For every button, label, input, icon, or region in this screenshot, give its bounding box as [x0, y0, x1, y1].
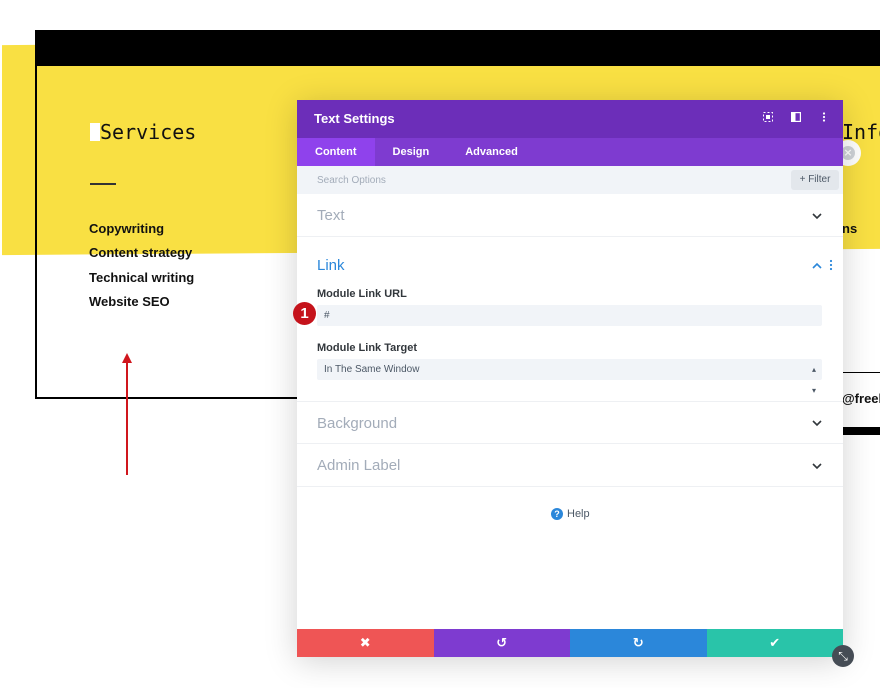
section-title-background: Background: [317, 415, 398, 432]
list-item: Content strategy: [89, 245, 193, 261]
step-badge: 1: [293, 302, 316, 325]
header-icons: [761, 110, 831, 128]
frame-bottom-border: [35, 397, 297, 399]
checkmark-icon: ✔: [769, 635, 781, 651]
tab-design[interactable]: Design: [392, 146, 430, 158]
section-title-link[interactable]: Link: [317, 257, 345, 274]
services-heading: Services: [90, 120, 196, 144]
heading-highlight-mark: [90, 123, 100, 141]
tab-content[interactable]: Content: [297, 138, 375, 166]
frame-left-border: [35, 30, 37, 399]
modal-header: Text Settings: [297, 100, 843, 138]
screenshot-icon[interactable]: [761, 110, 775, 128]
module-link-url-input[interactable]: #: [317, 305, 822, 326]
chevron-down-icon: [812, 463, 822, 470]
filter-label: Filter: [808, 174, 831, 185]
right-column-email: @freel: [842, 391, 880, 406]
help-icon: ?: [551, 508, 563, 520]
split-view-icon[interactable]: [789, 110, 803, 128]
module-link-target-select[interactable]: In The Same Window ▴ ▾: [317, 359, 822, 395]
plus-icon: +: [799, 174, 806, 185]
modal-footer: ✖ ↺ ↻ ✔: [297, 629, 843, 657]
section-options-icon[interactable]: [829, 259, 835, 273]
list-item: Technical writing: [89, 269, 195, 285]
select-arrows-icon: ▴ ▾: [811, 365, 816, 395]
right-black-bar: [842, 427, 880, 435]
module-link-url-label: Module Link URL: [317, 288, 407, 300]
redo-icon: ↻: [632, 635, 644, 651]
cancel-button[interactable]: ✖: [297, 629, 434, 657]
save-button[interactable]: ✔: [706, 629, 843, 657]
search-input[interactable]: Search Options: [317, 175, 386, 186]
section-admin-label[interactable]: Admin Label: [297, 444, 843, 487]
undo-icon: ↺: [496, 635, 508, 651]
redo-button[interactable]: ↻: [570, 629, 707, 657]
module-link-target-label: Module Link Target: [317, 342, 418, 354]
services-list: Copywriting Content strategy Technical w…: [89, 220, 194, 317]
section-link: Link Module Link URL # 1 Module Link Tar…: [293, 237, 843, 402]
chevron-down-icon: [812, 213, 822, 220]
select-value: In The Same Window: [324, 364, 420, 375]
list-item: Website SEO: [89, 293, 170, 309]
kebab-menu-icon[interactable]: [817, 110, 831, 128]
chevron-down-icon: [812, 420, 822, 427]
section-title-admin-label: Admin Label: [317, 457, 401, 474]
section-title-text: Text: [317, 207, 345, 224]
help-label: Help: [567, 508, 590, 520]
section-background[interactable]: Background: [297, 402, 843, 444]
resize-handle-icon[interactable]: ⤡: [832, 645, 854, 667]
modal-title: Text Settings: [314, 111, 395, 126]
black-top-bar: [35, 30, 880, 66]
services-heading-text: Services: [100, 120, 197, 144]
right-column-text: ns: [842, 221, 858, 236]
undo-button[interactable]: ↺: [433, 629, 570, 657]
modal-tabs: Content Design Advanced: [297, 138, 843, 166]
filter-button[interactable]: + Filter: [791, 170, 839, 190]
chevron-up-icon[interactable]: [811, 260, 823, 272]
list-item: Copywriting: [89, 221, 165, 236]
close-icon: ✖: [359, 635, 371, 651]
text-settings-modal: Text Settings Content Design Advanced Se…: [293, 100, 843, 657]
help-link[interactable]: ? Help: [551, 508, 590, 520]
search-bar: Search Options + Filter: [297, 166, 843, 194]
section-text[interactable]: Text: [297, 194, 843, 237]
red-arrow-icon: [122, 353, 132, 475]
right-divider: [842, 372, 880, 373]
heading-divider: [90, 183, 116, 185]
tab-advanced[interactable]: Advanced: [465, 146, 518, 158]
